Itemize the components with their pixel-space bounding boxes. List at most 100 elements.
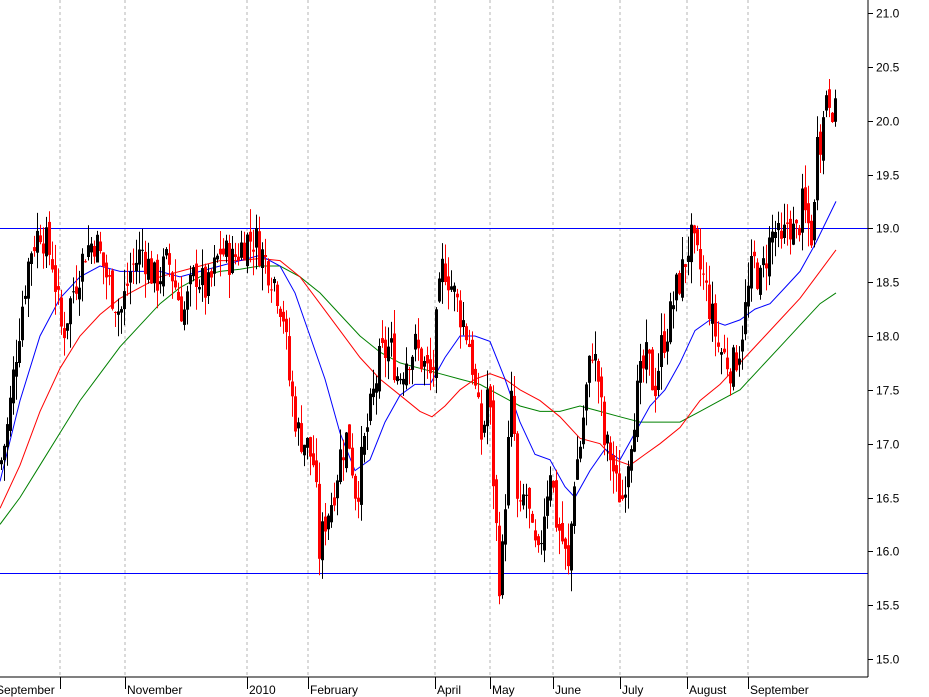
- bar-body-111: [333, 497, 336, 506]
- bar-body-91: [273, 279, 276, 284]
- bar-body-12: [36, 230, 39, 253]
- bar-body-141: [423, 361, 426, 367]
- bar-body-51: [153, 262, 156, 284]
- bar-body-17: [51, 259, 54, 270]
- bar-body-95: [285, 318, 288, 333]
- bar-body-151: [453, 285, 456, 292]
- bar-body-138: [414, 333, 417, 350]
- bar-body-241: [723, 348, 726, 353]
- bar-body-116: [348, 424, 351, 449]
- bar-body-216: [648, 349, 651, 354]
- bar-body-9: [27, 261, 30, 299]
- y-tick-label-0: 15.0: [876, 653, 900, 667]
- bar-body-48: [144, 251, 147, 275]
- bar-body-66: [198, 287, 201, 290]
- bar-body-161: [483, 424, 486, 433]
- bar-body-36: [108, 275, 111, 277]
- bar-body-69: [207, 272, 210, 296]
- bar-body-232: [696, 229, 699, 246]
- bar-body-39: [117, 311, 120, 315]
- bar-body-34: [102, 252, 105, 267]
- bar-body-100: [300, 423, 303, 452]
- bar-body-192: [576, 459, 579, 480]
- y-tick-label-10: 20.0: [876, 115, 900, 129]
- bar-body-268: [804, 187, 807, 211]
- y-tick-label-12: 21.0: [876, 7, 900, 21]
- bar-body-47: [141, 249, 144, 251]
- bar-body-257: [771, 231, 774, 243]
- bar-body-249: [747, 285, 750, 307]
- bar-body-32: [96, 234, 99, 263]
- bar-body-206: [618, 473, 621, 503]
- bar-body-114: [342, 457, 345, 461]
- y-tick-label-3: 16.5: [876, 492, 900, 506]
- bar-body-78: [234, 254, 237, 257]
- bar-body-166: [498, 525, 501, 597]
- bar-body-26: [78, 287, 81, 300]
- bar-body-145: [435, 309, 438, 378]
- bar-body-227: [681, 259, 684, 298]
- bar-body-187: [561, 523, 564, 542]
- month-label-9: September: [750, 683, 809, 697]
- bar-body-31: [93, 246, 96, 257]
- bar-body-118: [354, 475, 357, 499]
- bar-body-238: [714, 303, 717, 337]
- bar-body-214: [642, 355, 645, 369]
- bar-body-247: [741, 339, 744, 352]
- month-label-0: September: [0, 683, 55, 697]
- bar-body-264: [792, 223, 795, 245]
- bar-body-57: [171, 272, 174, 282]
- bar-body-22: [66, 323, 69, 331]
- bar-body-220: [660, 335, 663, 367]
- bar-body-149: [447, 276, 450, 291]
- bar-body-176: [528, 487, 531, 509]
- bar-body-163: [489, 386, 492, 408]
- bar-body-258: [774, 232, 777, 238]
- y-tick-label-2: 16.0: [876, 545, 900, 559]
- bar-body-59: [177, 291, 180, 301]
- bar-body-242: [726, 357, 729, 370]
- bar-body-19: [57, 286, 60, 290]
- bar-body-80: [240, 242, 243, 258]
- bar-body-202: [606, 434, 609, 444]
- bar-body-126: [378, 346, 381, 392]
- bar-body-158: [474, 368, 477, 386]
- bar-body-212: [636, 380, 639, 438]
- bar-body-194: [582, 417, 585, 445]
- bar-body-229: [687, 255, 690, 262]
- bar-body-112: [336, 480, 339, 499]
- month-label-8: August: [689, 683, 727, 697]
- bar-body-236: [708, 284, 711, 319]
- bar-body-109: [327, 515, 330, 530]
- bar-body-54: [162, 256, 165, 287]
- bar-body-159: [477, 392, 480, 398]
- bar-body-250: [750, 256, 753, 289]
- bar-body-58: [174, 280, 177, 288]
- bar-body-225: [675, 274, 678, 301]
- bar-body-41: [123, 291, 126, 310]
- bar-body-157: [471, 339, 474, 375]
- bar-body-260: [780, 230, 783, 239]
- bar-body-195: [585, 384, 588, 411]
- bar-body-228: [684, 264, 687, 267]
- bar-body-1: [3, 445, 6, 461]
- bar-body-72: [216, 255, 219, 260]
- bar-body-73: [219, 248, 222, 255]
- bar-body-98: [294, 396, 297, 432]
- bar-body-253: [759, 267, 762, 295]
- bar-body-43: [129, 271, 132, 283]
- bar-body-198: [594, 354, 597, 361]
- bar-body-24: [72, 291, 75, 293]
- bar-body-115: [345, 432, 348, 469]
- price-bars: [0, 79, 837, 605]
- bar-body-245: [735, 352, 738, 371]
- bar-body-182: [546, 496, 549, 516]
- bar-body-33: [99, 241, 102, 251]
- bar-body-213: [639, 361, 642, 383]
- bar-body-181: [543, 516, 546, 551]
- bar-body-18: [54, 265, 57, 292]
- bar-body-92: [276, 284, 279, 306]
- bar-body-14: [42, 243, 45, 254]
- month-label-6: June: [555, 683, 581, 697]
- bar-body-65: [195, 263, 198, 287]
